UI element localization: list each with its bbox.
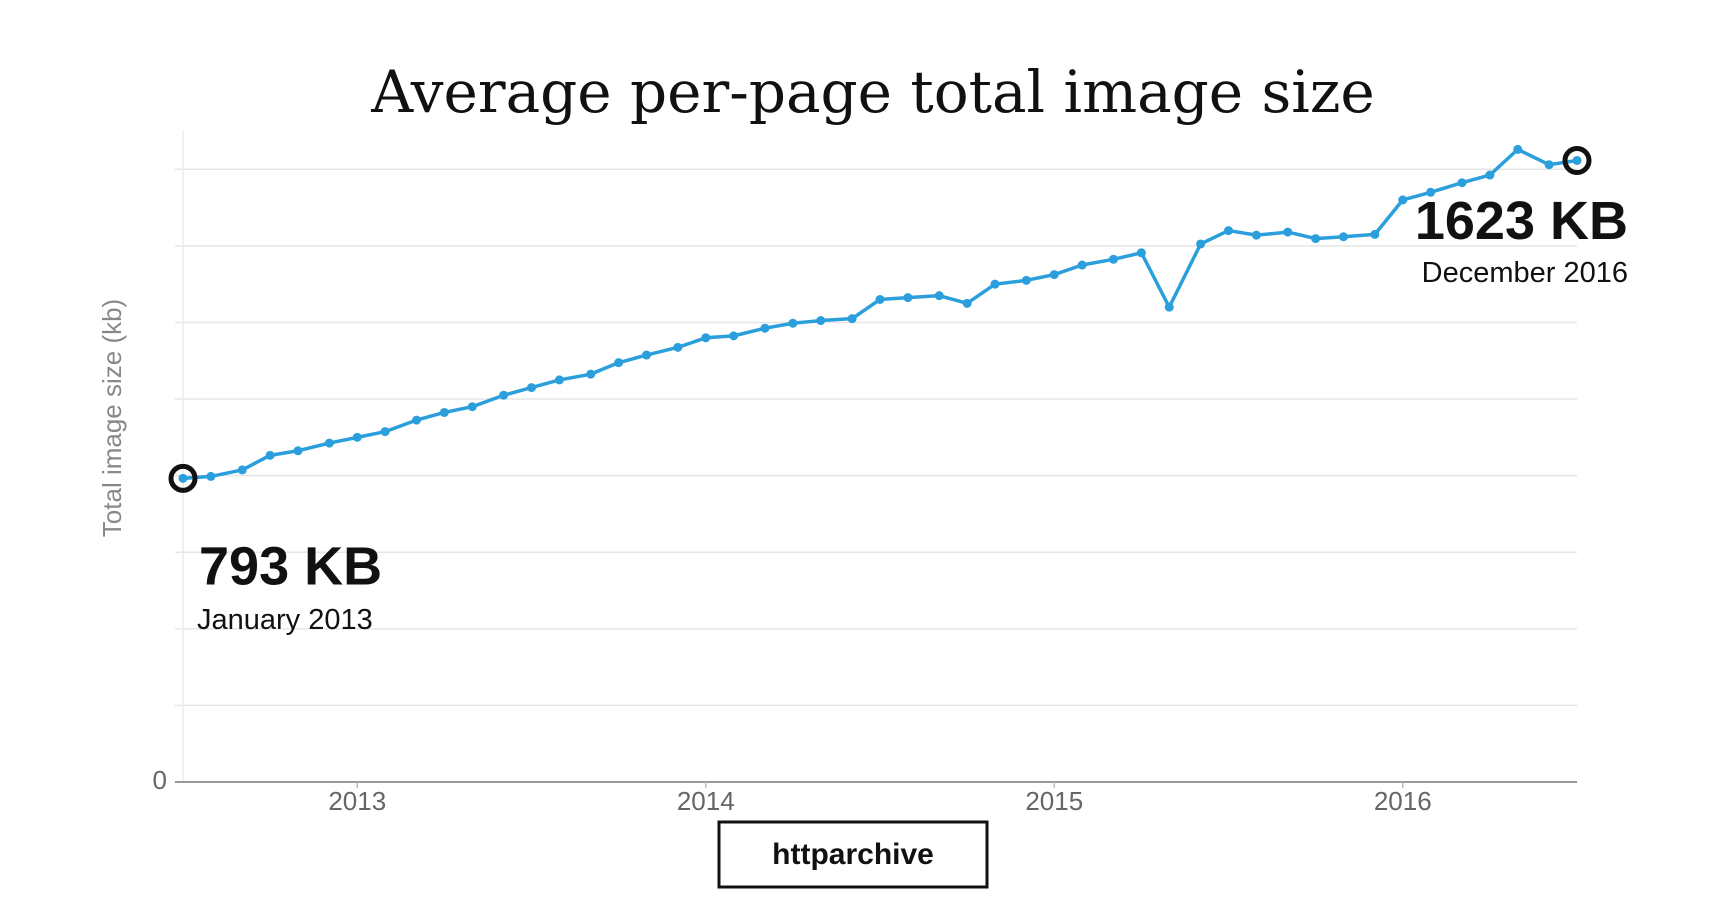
data-point	[1370, 229, 1380, 239]
data-point	[1164, 302, 1174, 312]
data-point	[439, 407, 449, 417]
chart-title: Average per-page total image size	[370, 58, 1375, 126]
data-point	[962, 298, 972, 308]
data-point	[1021, 275, 1031, 285]
data-point	[990, 279, 1000, 289]
highlight-ring	[1562, 145, 1592, 175]
data-point	[614, 358, 624, 368]
data-point	[265, 450, 275, 460]
data-point	[380, 427, 390, 437]
annotation-text: December 2016	[1422, 257, 1628, 289]
highlight-ring	[168, 463, 198, 493]
data-point	[1251, 230, 1261, 240]
annotation-value: 793 KB	[199, 537, 382, 597]
data-point	[1572, 155, 1582, 165]
data-point	[411, 415, 421, 425]
data-point	[1426, 187, 1436, 197]
data-point	[467, 402, 477, 412]
legend-box	[717, 820, 989, 889]
data-point	[1077, 260, 1087, 270]
data-point	[1224, 226, 1233, 236]
data-point	[729, 331, 739, 341]
data-point	[237, 465, 247, 475]
data-point	[642, 350, 652, 360]
data-point	[1339, 232, 1349, 242]
annotation-value: 1623 KB	[1415, 191, 1628, 251]
data-point	[1283, 227, 1293, 237]
data-point	[1136, 248, 1146, 258]
data-point	[788, 318, 798, 328]
data-point	[934, 291, 944, 301]
x-tick-label: 2016	[1374, 786, 1432, 816]
data-point	[1196, 239, 1206, 249]
data-point	[673, 342, 683, 352]
x-tick-label: 2015	[1025, 786, 1083, 816]
data-point	[875, 294, 885, 304]
data-point	[1485, 170, 1495, 180]
data-point	[1311, 234, 1321, 244]
annotation-text: January 2013	[197, 604, 373, 636]
data-point	[1513, 144, 1523, 154]
data-point	[178, 473, 188, 483]
data-point	[1049, 270, 1059, 280]
data-point	[554, 375, 564, 385]
data-point	[324, 438, 334, 448]
data-point	[1398, 195, 1408, 205]
y-tick-label: 0	[153, 765, 167, 795]
data-point	[847, 314, 857, 324]
x-tick-label: 2014	[677, 786, 735, 816]
data-point	[499, 390, 509, 400]
data-point	[760, 323, 770, 333]
x-tick-label: 2013	[328, 786, 386, 816]
data-point	[816, 316, 826, 326]
data-point	[206, 471, 216, 481]
data-point	[903, 293, 913, 303]
data-point	[586, 369, 596, 379]
data-point	[1457, 178, 1467, 188]
data-point	[527, 383, 536, 393]
data-point	[293, 446, 303, 456]
data-point	[1544, 160, 1554, 170]
data-point	[1108, 254, 1118, 264]
data-point	[352, 432, 362, 442]
data-point	[701, 333, 711, 343]
series-line	[182, 147, 1578, 481]
y-axis-label: Total image size (kb)	[97, 299, 127, 537]
legend-label: httparchive	[772, 838, 934, 871]
